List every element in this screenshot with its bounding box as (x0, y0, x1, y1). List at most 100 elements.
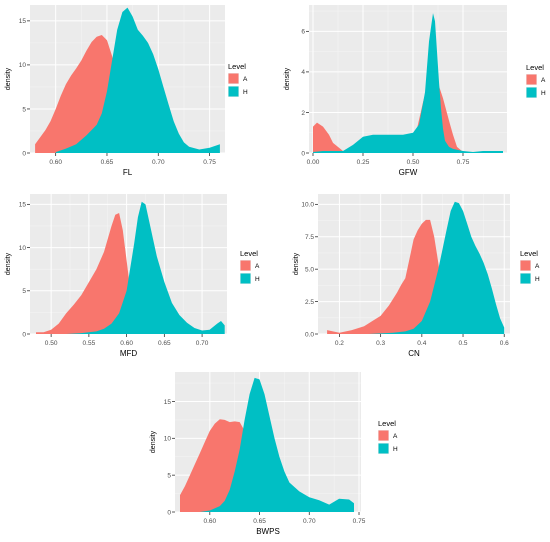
y-tick-label: 10 (19, 245, 27, 252)
y-tick-label: 0 (22, 331, 26, 338)
legend-swatch-a (378, 430, 389, 441)
x-tick-label: 0.55 (83, 340, 96, 347)
y-tick-label: 15 (19, 18, 27, 25)
x-tick-label: 0.70 (303, 518, 316, 525)
x-axis-title: GFW (399, 168, 418, 177)
x-tick-label: 0.70 (152, 159, 165, 166)
y-tick-label: 2 (301, 110, 305, 117)
x-tick-label: 0.75 (457, 159, 470, 166)
legend-swatch-h (240, 273, 251, 284)
y-tick-label: 6 (301, 29, 305, 36)
legend-label-h: H (255, 276, 260, 283)
legend-swatch-h (228, 86, 239, 97)
legend-label-h: H (541, 90, 546, 97)
y-tick-label: 0 (167, 509, 171, 516)
legend-title: Level (378, 419, 396, 428)
legend-swatch-a (520, 260, 531, 271)
density-plot-bwps: 0.60 0.65 0.70 0.75 0 5 10 15 BWPS density Level A H (140, 364, 410, 537)
legend-title: Level (520, 249, 538, 258)
plot-background (309, 5, 507, 153)
density-plot-cn: 0.2 0.3 0.4 0.5 0.6 0.0 2.5 5.0 7.5 10.0 CN density… (275, 186, 550, 358)
y-tick-label: 4 (301, 69, 305, 76)
legend-swatch-a (240, 260, 251, 271)
y-tick-label: 10 (164, 436, 172, 443)
y-tick-label: 2.5 (305, 299, 314, 306)
x-tick-label: 0.65 (158, 340, 171, 347)
legend-swatch-h (526, 87, 537, 98)
density-area-h (327, 201, 505, 334)
x-axis-title: MFD (120, 349, 138, 358)
legend: Level AH (526, 63, 546, 98)
density-area-a (36, 213, 138, 334)
chart-svg: 0.60 0.65 0.70 0.75 0 5 10 15 FL density Level AH (5, 5, 248, 177)
legend-title: Level (228, 62, 246, 71)
x-tick-label: 0.75 (203, 159, 216, 166)
x-tick-label: 0.50 (407, 159, 420, 166)
legend: Level AH (240, 249, 260, 284)
chart-svg: 0.00 0.25 0.50 0.75 0 2 4 6 GFW density Level AH (284, 5, 546, 177)
legend-title: Level (526, 63, 544, 72)
legend: Level AH (520, 249, 540, 284)
x-tick-label: 0.60 (49, 159, 62, 166)
legend-label-h: H (243, 89, 248, 96)
density-area-h (55, 7, 220, 153)
legend-swatch-h (378, 443, 389, 454)
x-tick-label: 0.4 (417, 340, 426, 347)
chart-svg: 0.50 0.55 0.60 0.65 0.70 0 5 10 15 MFD density Leve… (5, 194, 260, 358)
x-tick-label: 0.00 (307, 159, 320, 166)
x-tick-label: 0.25 (357, 159, 370, 166)
legend: Level AH (228, 62, 248, 97)
chart-svg: 0.60 0.65 0.70 0.75 0 5 10 15 BWPS density Level AH (150, 372, 398, 536)
y-tick-label: 7.5 (305, 234, 314, 241)
y-tick-label: 15 (164, 399, 172, 406)
legend-swatch-a (228, 73, 239, 84)
legend-swatch-h (520, 273, 531, 284)
x-tick-label: 0.2 (335, 340, 344, 347)
x-tick-label: 0.70 (196, 340, 209, 347)
y-tick-label: 0 (22, 150, 26, 157)
x-tick-label: 0.50 (45, 340, 58, 347)
y-tick-label: 5 (22, 288, 26, 295)
legend-label-a: A (535, 263, 540, 270)
x-tick-label: 0.65 (101, 159, 114, 166)
y-axis-title: density (150, 430, 157, 453)
x-tick-label: 0.5 (459, 340, 468, 347)
x-tick-label: 0.6 (500, 340, 509, 347)
legend-title: Level (240, 249, 258, 258)
y-axis-title: density (293, 252, 300, 275)
x-tick-label: 0.3 (376, 340, 385, 347)
legend-label-h: H (535, 276, 540, 283)
y-tick-label: 0 (301, 150, 305, 157)
legend-swatch-a (526, 74, 537, 85)
y-axis-title: density (284, 67, 291, 90)
density-area-h (184, 377, 354, 512)
density-plot-gfw: 0.00 0.25 0.50 0.75 0 2 4 6 GFW density Level A H (275, 0, 550, 180)
x-axis-title: BWPS (256, 527, 280, 536)
y-tick-label: 10 (19, 62, 27, 69)
chart-svg: 0.2 0.3 0.4 0.5 0.6 0.0 2.5 5.0 7.5 10.0 CN density… (293, 194, 540, 358)
legend-label-a: A (393, 433, 398, 440)
x-tick-label: 0.65 (253, 518, 266, 525)
y-axis-title: density (5, 252, 12, 275)
x-tick-label: 0.60 (120, 340, 133, 347)
y-tick-label: 5.0 (305, 266, 314, 273)
y-tick-label: 5 (167, 472, 171, 479)
legend-label-a: A (243, 76, 248, 83)
density-area-h (36, 201, 225, 334)
y-tick-label: 10.0 (301, 202, 314, 209)
x-axis-title: FL (123, 168, 133, 177)
legend: Level AH (378, 419, 398, 454)
y-tick-label: 15 (19, 202, 27, 209)
x-tick-label: 0.60 (203, 518, 216, 525)
legend-label-a: A (541, 77, 546, 84)
x-tick-label: 0.75 (353, 518, 366, 525)
y-axis-title: density (5, 67, 12, 90)
density-area-a (327, 219, 451, 334)
y-tick-label: 5 (22, 106, 26, 113)
density-plot-fl: 0.60 0.65 0.70 0.75 0 5 10 15 FL density Level A H (0, 0, 275, 180)
x-axis-title: CN (408, 349, 420, 358)
legend-label-a: A (255, 263, 260, 270)
legend-label-h: H (393, 446, 398, 453)
y-tick-label: 0.0 (305, 331, 314, 338)
density-plot-mfd: 0.50 0.55 0.60 0.65 0.70 0 5 10 15 MFD density Leve… (0, 186, 275, 358)
